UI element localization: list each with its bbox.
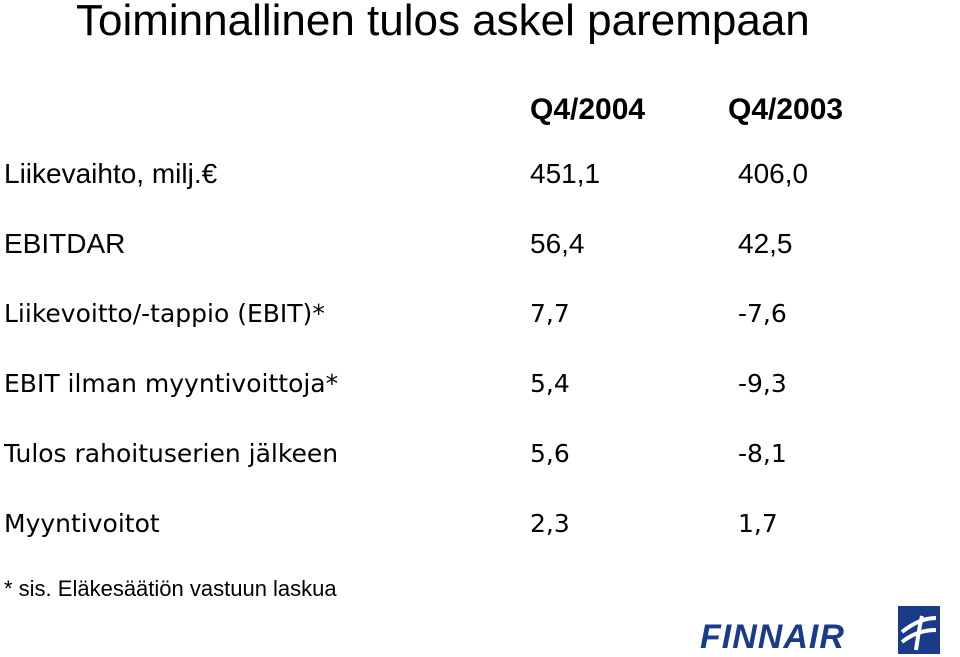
column-header-q4-2003: Q4/2003 [728,93,844,126]
row-label: Liikevaihto, milj.€ [4,158,218,189]
table-row: Myyntivoitot 2,3 1,7 [0,504,960,544]
table-row: Tulos rahoituserien jälkeen 5,6 -8,1 [0,434,960,474]
value-q4-2003: 42,5 [738,228,793,259]
page-title: Toiminnallinen tulos askel parempaan [76,0,810,45]
column-header-q4-2004: Q4/2004 [530,93,646,126]
value-q4-2004: 5,6 [530,439,570,468]
row-label: EBITDAR [4,228,126,259]
value-q4-2004: 56,4 [530,228,585,259]
row-label: EBIT ilman myyntivoittoja* [4,369,339,398]
table-row: Liikevoitto/-tappio (EBIT)* 7,7 -7,6 [0,294,960,334]
value-q4-2003: 1,7 [738,509,778,538]
value-q4-2004: 2,3 [530,509,570,538]
footnote: * sis. Eläkesäätiön vastuun laskua [4,576,337,601]
row-label: Myyntivoitot [4,509,160,538]
finnair-f-mark-icon [898,606,940,654]
value-q4-2004: 7,7 [530,299,570,328]
value-q4-2004: 451,1 [530,158,601,189]
table-row: EBIT ilman myyntivoittoja* 5,4 -9,3 [0,364,960,404]
value-q4-2003: -7,6 [738,299,787,328]
value-q4-2003: -8,1 [738,439,787,468]
value-q4-2003: 406,0 [738,158,809,189]
value-q4-2003: -9,3 [738,369,787,398]
value-q4-2004: 5,4 [530,369,570,398]
logo-wordmark: FINNAIR [700,618,845,656]
row-label: Liikevoitto/-tappio (EBIT)* [4,299,325,328]
table-row: EBITDAR 56,4 42,5 [0,224,960,264]
row-label: Tulos rahoituserien jälkeen [4,439,339,468]
table-row: Liikevaihto, milj.€ 451,1 406,0 [0,154,960,194]
finnair-logo: FINNAIR [700,606,944,654]
